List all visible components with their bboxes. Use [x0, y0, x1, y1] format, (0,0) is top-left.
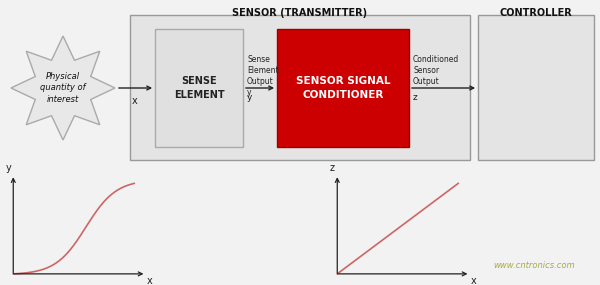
Text: x: x: [132, 96, 138, 106]
Text: x: x: [147, 276, 153, 285]
Bar: [478, 15, 594, 160]
Bar: [155, 29, 243, 147]
Text: y: y: [5, 162, 11, 172]
Bar: [277, 29, 409, 147]
Text: y: y: [247, 93, 253, 102]
Bar: [130, 15, 470, 160]
Text: Sense
Element
Output
y: Sense Element Output y: [247, 55, 278, 97]
Text: Conditioned
Sensor
Output: Conditioned Sensor Output: [413, 55, 459, 86]
Polygon shape: [11, 36, 115, 140]
Text: x: x: [471, 276, 477, 285]
Text: CONTROLLER: CONTROLLER: [500, 8, 572, 18]
Text: Physical
quantity of
interest: Physical quantity of interest: [40, 72, 86, 104]
Text: www.cntronics.com: www.cntronics.com: [493, 260, 575, 270]
Text: z: z: [330, 162, 335, 172]
Text: z: z: [413, 93, 418, 102]
Text: SENSE
ELEMENT: SENSE ELEMENT: [173, 76, 224, 100]
Text: SENSOR (TRANSMITTER): SENSOR (TRANSMITTER): [232, 8, 368, 18]
Text: SENSOR SIGNAL
CONDITIONER: SENSOR SIGNAL CONDITIONER: [296, 76, 390, 100]
